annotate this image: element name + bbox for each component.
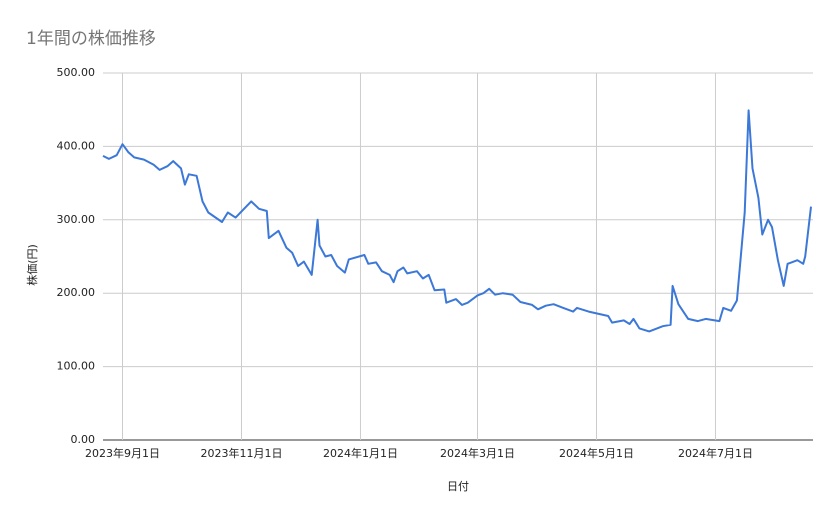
x-tick-label: 2024年3月1日 <box>440 446 515 460</box>
x-tick-label: 2023年11月1日 <box>200 446 282 460</box>
x-tick-label: 2024年1月1日 <box>323 446 398 460</box>
y-axis-label: 株価(円) <box>25 244 39 286</box>
x-tick-label: 2024年7月1日 <box>678 446 753 460</box>
y-tick-label: 200.00 <box>57 286 96 299</box>
price-line <box>102 109 812 333</box>
y-tick-label: 100.00 <box>57 360 96 373</box>
y-tick-label: 500.00 <box>57 66 96 79</box>
chart-title: 1年間の株価推移 <box>26 29 156 49</box>
y-tick-label: 0.00 <box>71 433 96 446</box>
x-tick-label: 2024年5月1日 <box>559 446 634 460</box>
x-axis-label: 日付 <box>447 480 469 493</box>
x-tick-label: 2023年9月1日 <box>85 446 160 460</box>
y-tick-label: 300.00 <box>57 213 96 226</box>
y-tick-label: 400.00 <box>57 139 96 152</box>
